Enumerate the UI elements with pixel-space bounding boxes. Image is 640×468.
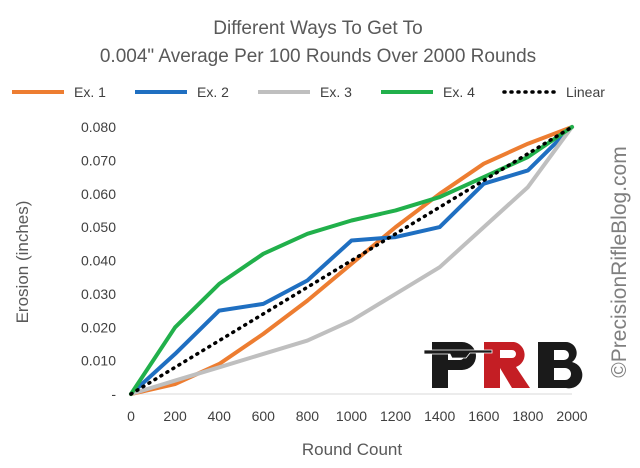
x-tick-label: 2000 (556, 408, 587, 424)
legend: Ex. 1 Ex. 2 Ex. 3 Ex. 4 Linear (12, 84, 605, 100)
y-tick-label: 0.030 (81, 286, 116, 302)
chart-title-line-2: 0.004" Average Per 100 Rounds Over 2000 … (100, 46, 536, 67)
y-tick-label: 0.040 (81, 253, 116, 269)
y-tick-label: 0.050 (81, 219, 116, 235)
x-tick-label: 1600 (468, 408, 499, 424)
series-line-ex-4 (129, 125, 574, 396)
plot-area (129, 125, 574, 396)
series-line-linear (129, 125, 574, 396)
x-tick-label: 0 (127, 408, 135, 424)
y-tick-label: 0.010 (81, 353, 116, 369)
y-axis-ticks: - 0.010 0.020 0.030 0.040 0.050 0.060 0.070 0.08… (81, 119, 116, 402)
x-tick-label: 200 (163, 408, 187, 424)
y-axis-label: Erosion (inches) (13, 201, 32, 324)
y-tick-label: 0.070 (81, 152, 116, 168)
x-tick-label: 800 (296, 408, 320, 424)
chart-title-line-1: Different Ways To Get To (213, 18, 422, 39)
y-tick-label: 0.060 (81, 186, 116, 202)
x-tick-label: 400 (208, 408, 232, 424)
legend-label-ex-3: Ex. 3 (320, 84, 352, 100)
x-tick-label: 1200 (380, 408, 411, 424)
legend-label-ex-2: Ex. 2 (197, 84, 229, 100)
series-line-ex-2 (129, 125, 574, 396)
y-tick-label: - (111, 386, 116, 402)
chart-title: Different Ways To Get To 0.004" Average … (100, 18, 536, 67)
x-tick-label: 1000 (336, 408, 367, 424)
series-line-ex-3 (129, 125, 574, 396)
watermark-text: ©PrecisionRifleBlog.com (608, 146, 631, 377)
legend-label-ex-1: Ex. 1 (74, 84, 106, 100)
x-tick-label: 600 (252, 408, 276, 424)
legend-label-ex-4: Ex. 4 (443, 84, 475, 100)
y-tick-label: 0.020 (81, 319, 116, 335)
x-axis-ticks: 0 200 400 600 800 1000 1200 1400 1600 1800 2000 (127, 408, 588, 424)
x-axis-label: Round Count (302, 440, 402, 459)
legend-label-linear: Linear (566, 84, 605, 100)
x-tick-label: 1400 (424, 408, 455, 424)
prb-logo-icon (423, 342, 583, 389)
y-tick-label: 0.080 (81, 119, 116, 135)
x-tick-label: 1800 (512, 408, 543, 424)
